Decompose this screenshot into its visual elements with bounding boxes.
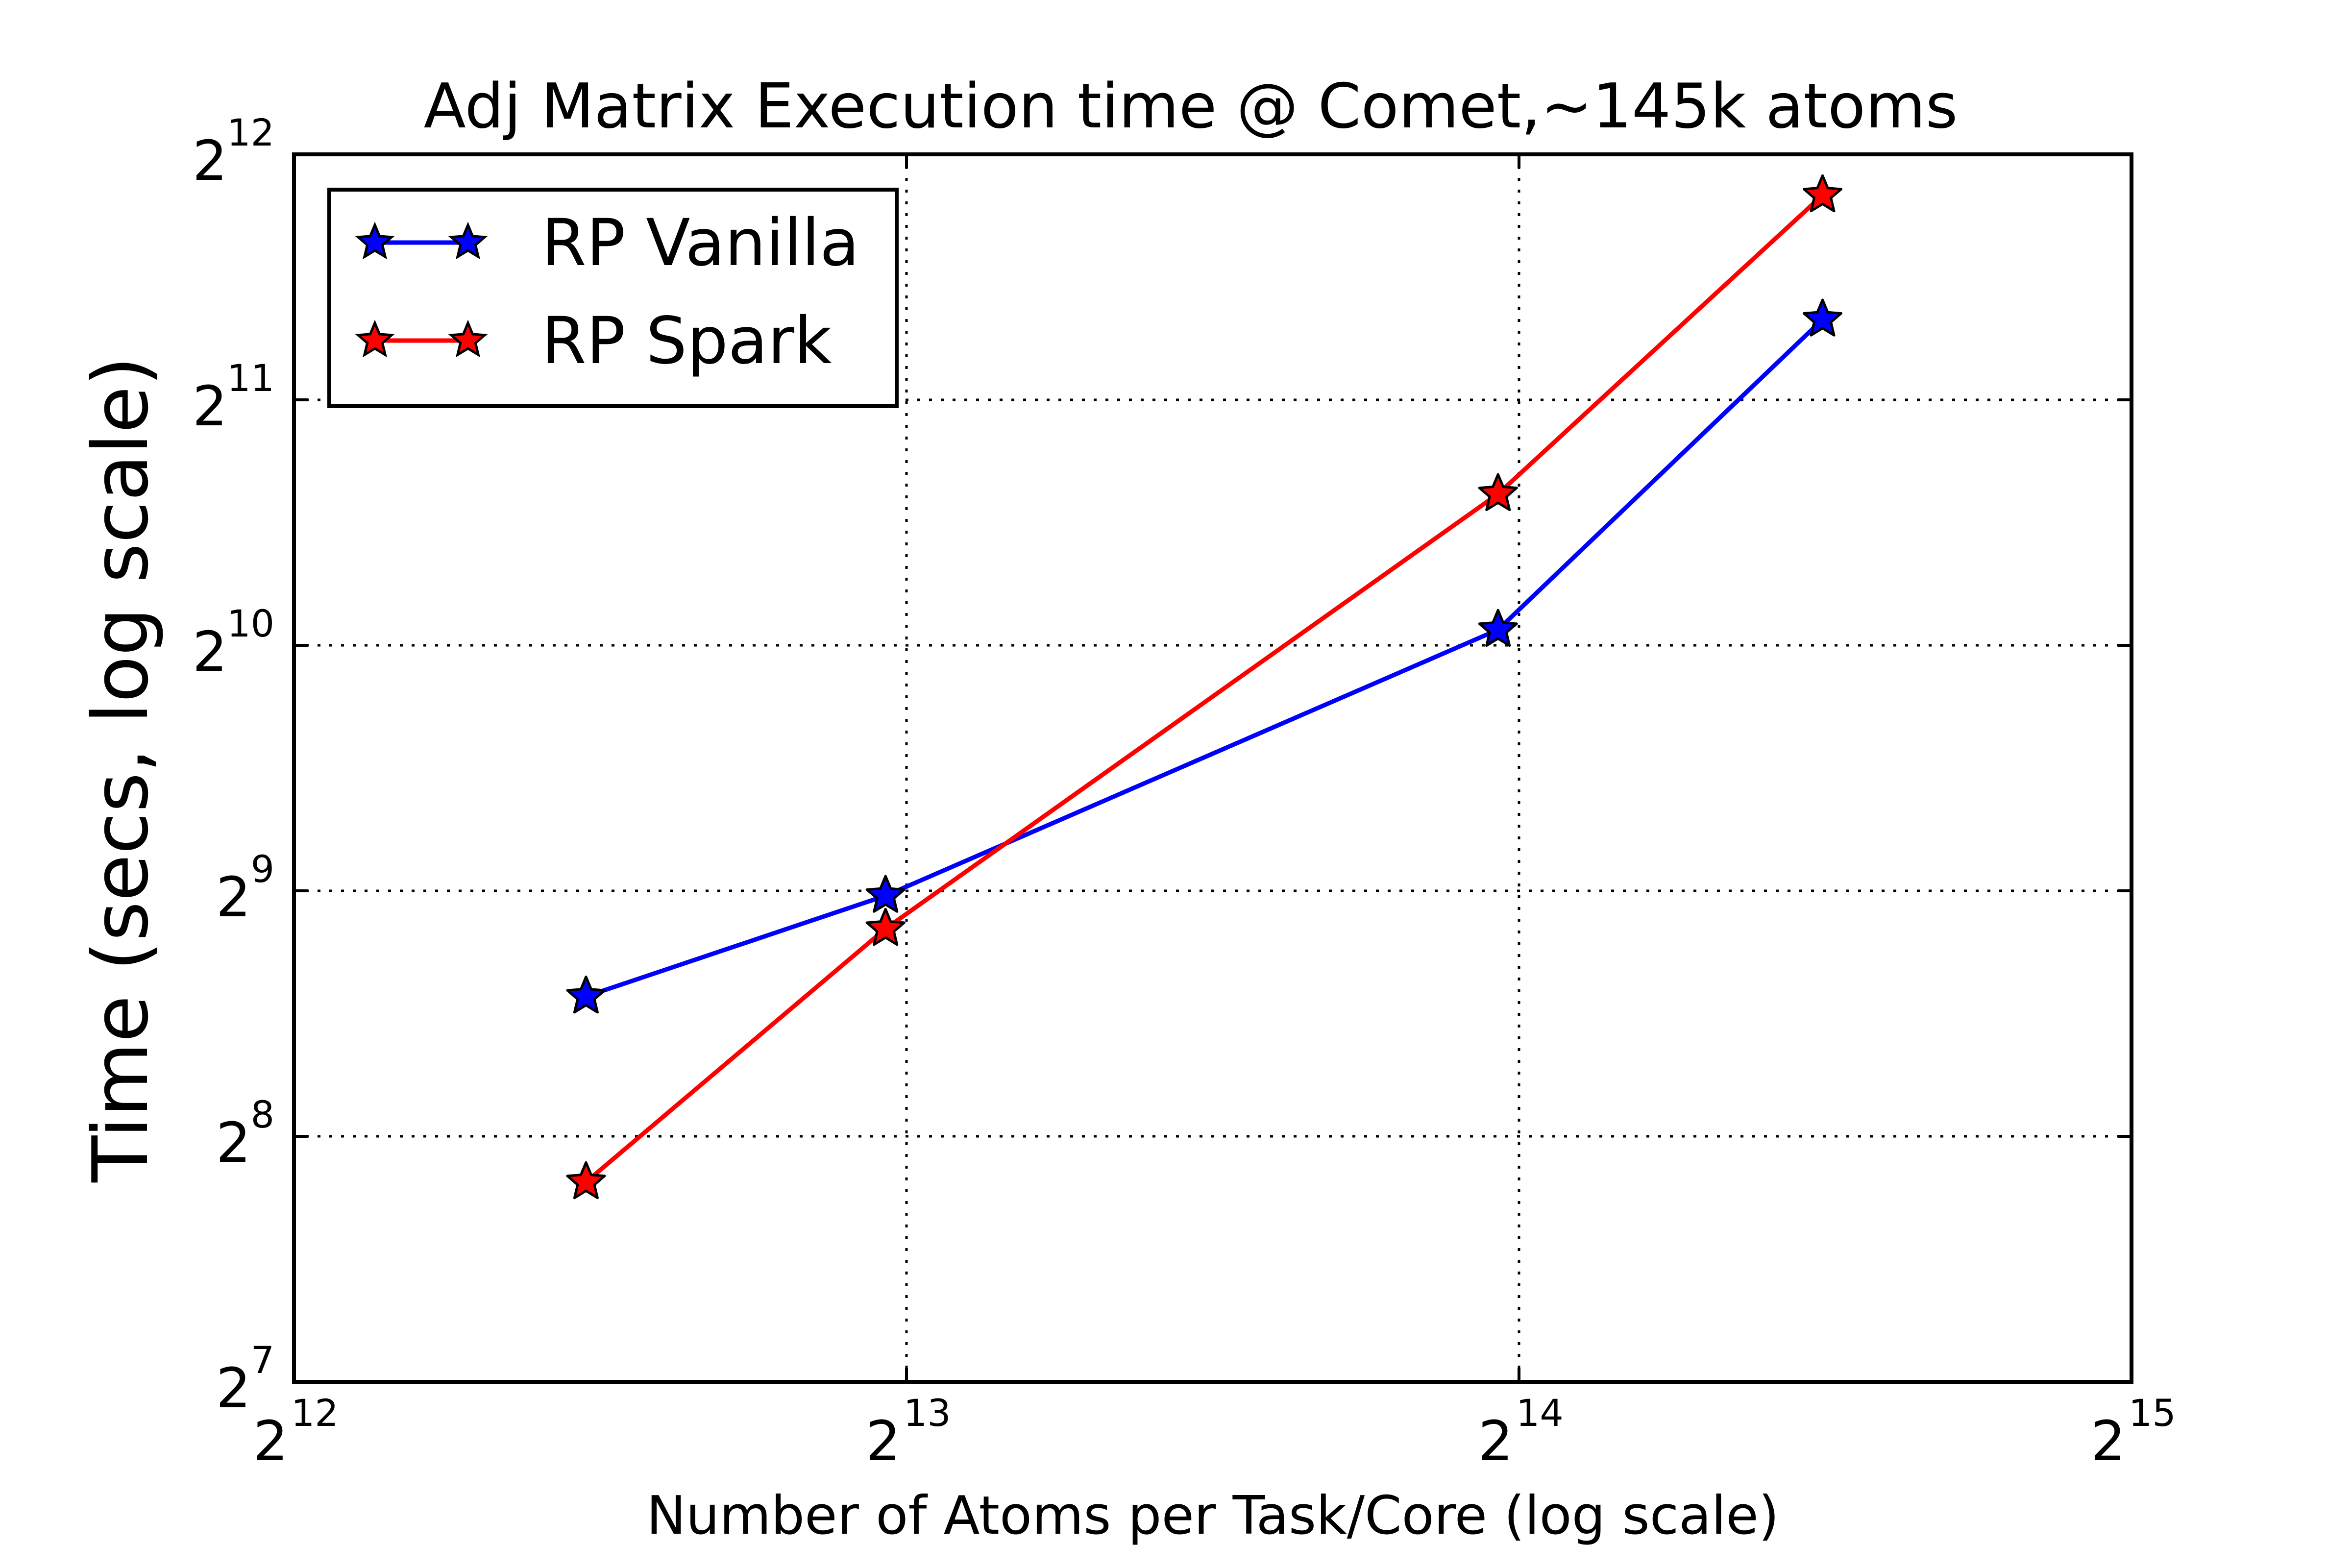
series-line-rp-vanilla xyxy=(585,318,1824,999)
x-axis-label: Number of Atoms per Task/Core (log scale… xyxy=(646,1485,1779,1546)
x-tick-label: 2 14 xyxy=(1478,1391,1564,1473)
y-tick-base: 2 xyxy=(193,375,227,439)
y-tick-exponent: 8 xyxy=(251,1093,274,1136)
x-tick-exponent: 12 xyxy=(291,1391,339,1435)
series-rp-vanilla xyxy=(566,298,1842,1014)
y-tick-base: 2 xyxy=(193,129,227,193)
x-tick-exponent: 14 xyxy=(1516,1391,1564,1435)
x-tick-label: 2 12 xyxy=(253,1391,339,1473)
legend-label: RP Spark xyxy=(541,303,832,379)
x-tick-base: 2 xyxy=(1478,1410,1513,1473)
y-tick-base: 2 xyxy=(216,1111,251,1175)
y-tick-exponent: 7 xyxy=(251,1338,274,1382)
y-tick-label: 72 xyxy=(216,1338,274,1421)
data-point-rp-vanilla xyxy=(865,875,906,913)
legend: RP Vanilla RP Spark xyxy=(327,188,899,408)
x-tick-base: 2 xyxy=(866,1410,901,1473)
y-tick-label: 82 xyxy=(216,1093,274,1175)
series-rp-spark xyxy=(566,174,1842,1200)
x-tick-exponent: 15 xyxy=(2129,1391,2176,1435)
y-tick-base: 2 xyxy=(216,1357,251,1421)
x-tick-exponent: 13 xyxy=(904,1391,951,1435)
y-tick-label: 102 xyxy=(193,602,274,684)
x-tick-base: 2 xyxy=(253,1410,288,1473)
legend-swatch-marker xyxy=(448,221,488,260)
legend-swatch-marker xyxy=(448,319,488,358)
data-point-rp-spark xyxy=(1478,473,1518,511)
chart-title: Adj Matrix Execution time @ Comet,~145k … xyxy=(424,70,1958,142)
data-point-rp-spark xyxy=(1803,174,1842,213)
data-point-rp-vanilla xyxy=(1478,609,1518,647)
y-tick-label: 112 xyxy=(193,356,274,439)
legend-swatch-marker xyxy=(355,221,395,260)
series-line-rp-spark xyxy=(584,193,1824,1184)
legend-item-rp-spark: RP Spark xyxy=(355,303,832,379)
legend-label: RP Vanilla xyxy=(541,205,859,281)
legend-box xyxy=(327,188,899,408)
data-point-rp-spark xyxy=(865,907,906,946)
x-tick-label: 2 15 xyxy=(2091,1391,2176,1473)
plot-frame xyxy=(292,152,2133,1384)
x-tick-base: 2 xyxy=(2091,1410,2126,1473)
y-tick-exponent: 9 xyxy=(251,847,274,891)
grid-lines xyxy=(294,154,2132,1382)
data-point-rp-spark xyxy=(566,1161,606,1200)
y-tick-base: 2 xyxy=(193,620,227,684)
data-point-rp-vanilla xyxy=(1803,298,1842,337)
y-tick-label: 92 xyxy=(216,847,274,930)
y-axis-label: Time (secs, log scale) xyxy=(76,356,165,1183)
y-tick-base: 2 xyxy=(216,866,251,930)
data-point-rp-vanilla xyxy=(566,976,606,1014)
y-tick-exponent: 11 xyxy=(227,356,274,400)
legend-item-rp-vanilla: RP Vanilla xyxy=(355,205,859,281)
y-tick-exponent: 10 xyxy=(227,602,274,645)
y-tick-exponent: 12 xyxy=(227,111,274,154)
legend-swatch-marker xyxy=(355,319,395,358)
x-tick-label: 2 13 xyxy=(866,1391,951,1473)
plot-series xyxy=(566,174,1842,1200)
y-tick-label: 122 xyxy=(193,111,274,193)
